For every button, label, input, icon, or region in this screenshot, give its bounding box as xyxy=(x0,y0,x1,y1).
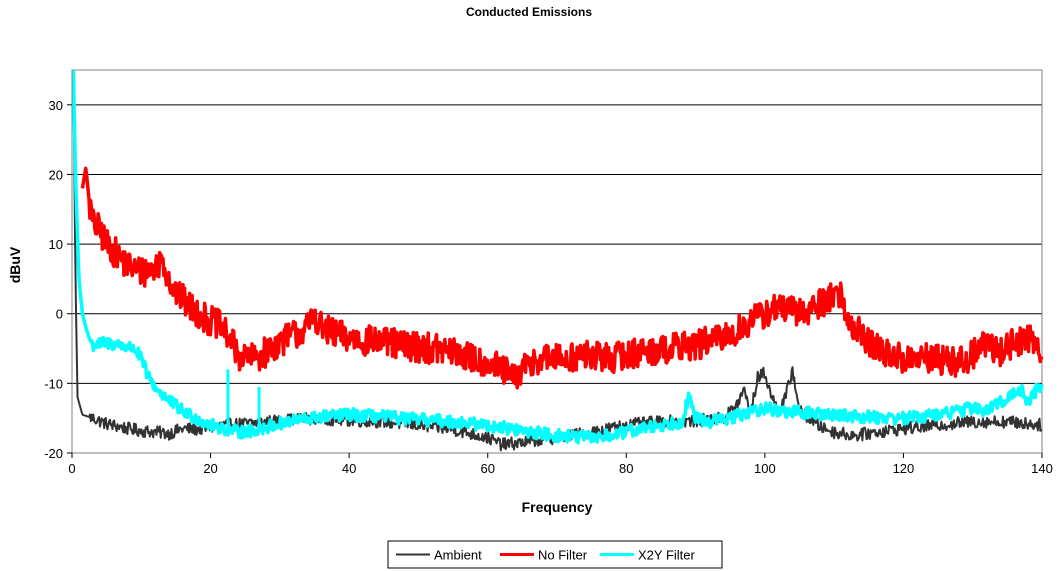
y-axis-title: dBuV xyxy=(7,246,23,283)
tick-labels: -20 -10 0 10 20 30 0 20 40 60 80 100 120 140 xyxy=(44,98,1053,476)
legend-label: X2Y Filter xyxy=(638,548,696,563)
y-tick-label: -10 xyxy=(44,376,63,391)
x-tick-label: 40 xyxy=(342,461,356,476)
x-tick-label: 0 xyxy=(68,461,75,476)
y-tick-label: 0 xyxy=(56,307,63,322)
series-line-no-filter xyxy=(80,166,1044,390)
y-tick-label: 20 xyxy=(49,167,63,182)
x-tick-label: 20 xyxy=(203,461,217,476)
x-tick-label: 100 xyxy=(754,461,776,476)
chart-title: Conducted Emissions xyxy=(466,5,592,19)
x-tick-label: 140 xyxy=(1031,461,1053,476)
x-tick-label: 80 xyxy=(619,461,633,476)
legend-label: No Filter xyxy=(538,548,588,563)
y-tick-label: 30 xyxy=(49,98,63,113)
x-tick-label: 60 xyxy=(480,461,494,476)
legend-label: Ambient xyxy=(434,548,482,563)
x-tick-label: 120 xyxy=(893,461,915,476)
legend: Ambient No Filter X2Y Filter xyxy=(387,540,723,569)
y-tick-label: 10 xyxy=(49,237,63,252)
series-line-x2y-filter xyxy=(71,69,1044,445)
y-tick-label: -20 xyxy=(44,446,63,461)
series-line-ambient xyxy=(72,69,1043,452)
gridlines xyxy=(72,104,1042,384)
legend-box xyxy=(387,540,723,569)
x-axis-title: Frequency xyxy=(522,499,593,515)
series-layer xyxy=(71,69,1044,452)
plot-area xyxy=(71,69,1043,454)
axes xyxy=(71,70,1042,454)
